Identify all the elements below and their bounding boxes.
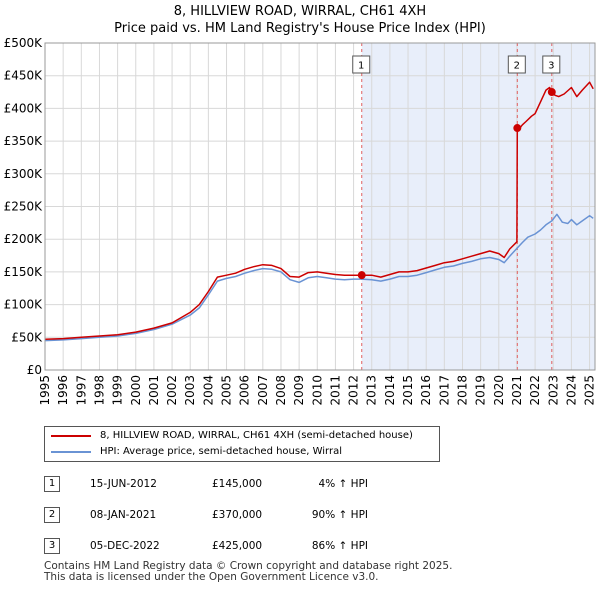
transaction-price: £145,000: [212, 478, 263, 490]
x-tick-label: 2017: [437, 375, 451, 406]
x-tick-label: 2022: [528, 375, 542, 406]
x-tick-label: 2006: [238, 375, 252, 406]
transaction-hpi: 4% ↑ HPI: [318, 478, 368, 490]
footer-line-2: This data is licensed under the Open Gov…: [44, 571, 379, 583]
y-tick-label: £350K: [4, 134, 44, 148]
legend-swatch-hpi: [51, 451, 91, 453]
x-tick-label: 2014: [383, 375, 397, 406]
transaction-date: 05-DEC-2022: [90, 540, 160, 552]
footer: Contains HM Land Registry data © Crown c…: [44, 561, 452, 583]
price-chart: £0 £50K £100K £150K £200K £250K £300K £350K £400…: [4, 36, 597, 406]
sale-point: [547, 88, 556, 97]
property-price-line: [44, 81, 594, 341]
legend-label-property: 8, HILLVIEW ROAD, WIRRAL, CH61 4XH (semi…: [100, 430, 413, 441]
plot-frame: [44, 42, 596, 371]
y-tick-label: £200K: [4, 232, 44, 246]
title-line-1: 8, HILLVIEW ROAD, WIRRAL, CH61 4XH: [173, 4, 427, 19]
x-tick-label: 2000: [129, 375, 143, 406]
y-tick-label: £250K: [4, 200, 44, 214]
x-tick-label: 2001: [147, 375, 161, 406]
x-tick-label: 2005: [220, 375, 234, 406]
marker-label-box: 1: [352, 55, 371, 74]
x-tick-label: 2025: [583, 375, 597, 406]
title-line-2: Price paid vs. HM Land Registry's House …: [114, 21, 486, 36]
transaction-hpi: 90% ↑ HPI: [311, 509, 368, 521]
x-tick-label: 2003: [183, 375, 197, 406]
footer-line-1: Contains HM Land Registry data © Crown c…: [44, 560, 453, 572]
x-tick-label: 2009: [292, 375, 306, 406]
x-tick-label: 1995: [38, 375, 52, 406]
transaction-date: 15-JUN-2012: [90, 478, 157, 490]
y-tick-label: £450K: [4, 69, 44, 83]
transaction-number: 1: [44, 476, 60, 492]
x-tick-label: 1996: [56, 375, 70, 406]
transaction-hpi: 86% ↑ HPI: [311, 540, 368, 552]
y-tick-label: £400K: [4, 101, 44, 115]
x-tick-label: 2024: [564, 375, 578, 406]
x-tick-label: 2011: [328, 375, 342, 406]
x-tick-label: 2015: [401, 375, 415, 406]
y-tick-label: £300K: [4, 167, 44, 181]
legend-swatch-property: [51, 435, 91, 437]
marker-label-box: 3: [542, 55, 561, 74]
marker-box: [352, 55, 371, 74]
transaction-date: 08-JAN-2021: [90, 509, 157, 521]
y-tick-label: £0: [27, 363, 42, 377]
y-tick-label: £500K: [4, 36, 44, 50]
legend: 8, HILLVIEW ROAD, WIRRAL, CH61 4XH (semi…: [44, 426, 440, 462]
sale-point: [513, 124, 522, 133]
x-tick-label: 2019: [474, 375, 488, 406]
transaction-number: 3: [44, 538, 60, 554]
x-tick-label: 1998: [92, 375, 106, 406]
y-tick-label: £150K: [4, 265, 44, 279]
hpi-line: [44, 213, 594, 342]
marker-box: [507, 55, 526, 74]
y-tick-label: £100K: [4, 298, 44, 312]
x-tick-label: 2007: [256, 375, 270, 406]
marker-box: [542, 55, 561, 74]
x-tick-label: 2020: [492, 375, 506, 406]
x-tick-label: 1997: [74, 375, 88, 406]
x-tick-label: 2012: [347, 375, 361, 406]
x-tick-label: 2018: [455, 375, 469, 406]
marker-label: 2: [514, 61, 520, 72]
transaction-price: £425,000: [212, 540, 263, 552]
x-tick-label: 2023: [546, 375, 560, 406]
marker-label: 1: [358, 61, 364, 72]
marker-label-box: 2: [507, 55, 526, 74]
x-tick-label: 2004: [201, 375, 215, 406]
x-tick-label: 2021: [510, 375, 524, 406]
x-tick-label: 2002: [165, 375, 179, 406]
sale-point: [357, 271, 366, 280]
legend-label-hpi: HPI: Average price, semi-detached house,…: [100, 446, 343, 457]
transaction-price: £370,000: [212, 509, 263, 521]
x-tick-label: 2013: [365, 375, 379, 406]
chart-title: 8, HILLVIEW ROAD, WIRRAL, CH61 4XH Price…: [0, 3, 600, 37]
transaction-number: 2: [44, 507, 60, 523]
x-tick-label: 2008: [274, 375, 288, 406]
x-tick-label: 2016: [419, 375, 433, 406]
x-tick-label: 1999: [111, 375, 125, 406]
x-tick-label: 2010: [310, 375, 324, 406]
y-tick-label: £50K: [11, 330, 43, 344]
marker-label: 3: [548, 61, 554, 72]
